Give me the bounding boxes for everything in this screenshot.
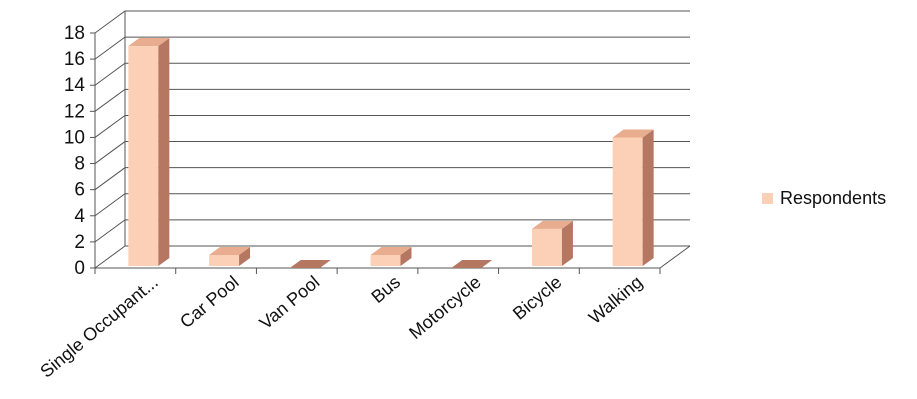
gridline — [94, 36, 690, 60]
y-tick-label: 0 — [74, 258, 85, 279]
bar-front — [531, 228, 562, 266]
bar-top — [612, 129, 654, 138]
legend-label-respondents: Respondents — [780, 188, 887, 208]
gridline — [94, 10, 690, 34]
gridline — [94, 219, 690, 243]
bar — [370, 246, 412, 266]
gridline — [94, 114, 690, 138]
gridline — [94, 193, 690, 217]
bar — [612, 129, 654, 266]
gridline — [94, 62, 690, 86]
bar-side — [239, 246, 251, 266]
y-tick-label: 2 — [74, 232, 85, 253]
y-tick-label: 6 — [74, 180, 85, 201]
legend: Respondents — [762, 188, 886, 209]
bar-front — [370, 254, 401, 266]
bar-front — [128, 46, 159, 266]
bar-top — [531, 220, 573, 229]
bar-top — [209, 246, 251, 255]
x-tick-label: Motorcycle — [405, 272, 485, 343]
gridline — [94, 141, 690, 164]
gridlines — [90, 10, 691, 274]
x-tick-label: Walking — [585, 272, 646, 328]
y-tick-label: 18 — [64, 23, 85, 44]
y-tick-label: 16 — [64, 49, 85, 70]
y-tick-label: 12 — [64, 101, 85, 122]
bars — [128, 38, 654, 268]
x-tick-label: Car Pool — [176, 272, 243, 332]
bar — [209, 246, 251, 266]
bar-side — [400, 246, 412, 266]
bar-front — [209, 254, 240, 266]
x-tick-label: Bus — [367, 272, 404, 307]
gridline — [94, 88, 690, 112]
bar-side — [561, 220, 573, 266]
bar-front — [612, 137, 643, 266]
bar-top — [289, 260, 331, 268]
bar-top — [128, 38, 170, 47]
bar — [128, 38, 170, 266]
bar-side — [642, 129, 654, 266]
y-tick-label: 4 — [74, 206, 85, 227]
bar-top — [370, 246, 412, 255]
y-tick-label: 10 — [64, 127, 85, 148]
x-tick-label: Van Pool — [256, 272, 324, 333]
x-tick-label: Single Occupant... — [36, 272, 162, 382]
bar — [289, 260, 331, 268]
bar — [451, 260, 493, 268]
legend-swatch — [762, 193, 773, 204]
y-tick-label: 8 — [74, 154, 85, 175]
bar — [531, 220, 573, 266]
bar-top — [451, 260, 493, 268]
bar-side — [158, 38, 170, 266]
y-axis-ticks: 0 2 4 6 8 10 12 14 16 18 — [64, 23, 86, 279]
gridline — [94, 245, 690, 269]
y-tick-label: 14 — [64, 75, 86, 96]
floor-right-edge — [659, 245, 691, 269]
gridline — [94, 167, 690, 191]
x-tick-label: Bicycle — [509, 272, 566, 324]
x-axis-ticks: Single Occupant... Car Pool Van Pool Bus Mot… — [36, 272, 646, 382]
